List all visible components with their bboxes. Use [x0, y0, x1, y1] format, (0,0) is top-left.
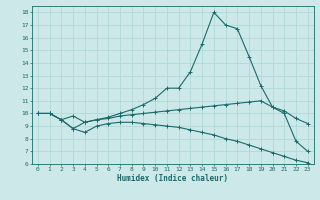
- X-axis label: Humidex (Indice chaleur): Humidex (Indice chaleur): [117, 174, 228, 183]
